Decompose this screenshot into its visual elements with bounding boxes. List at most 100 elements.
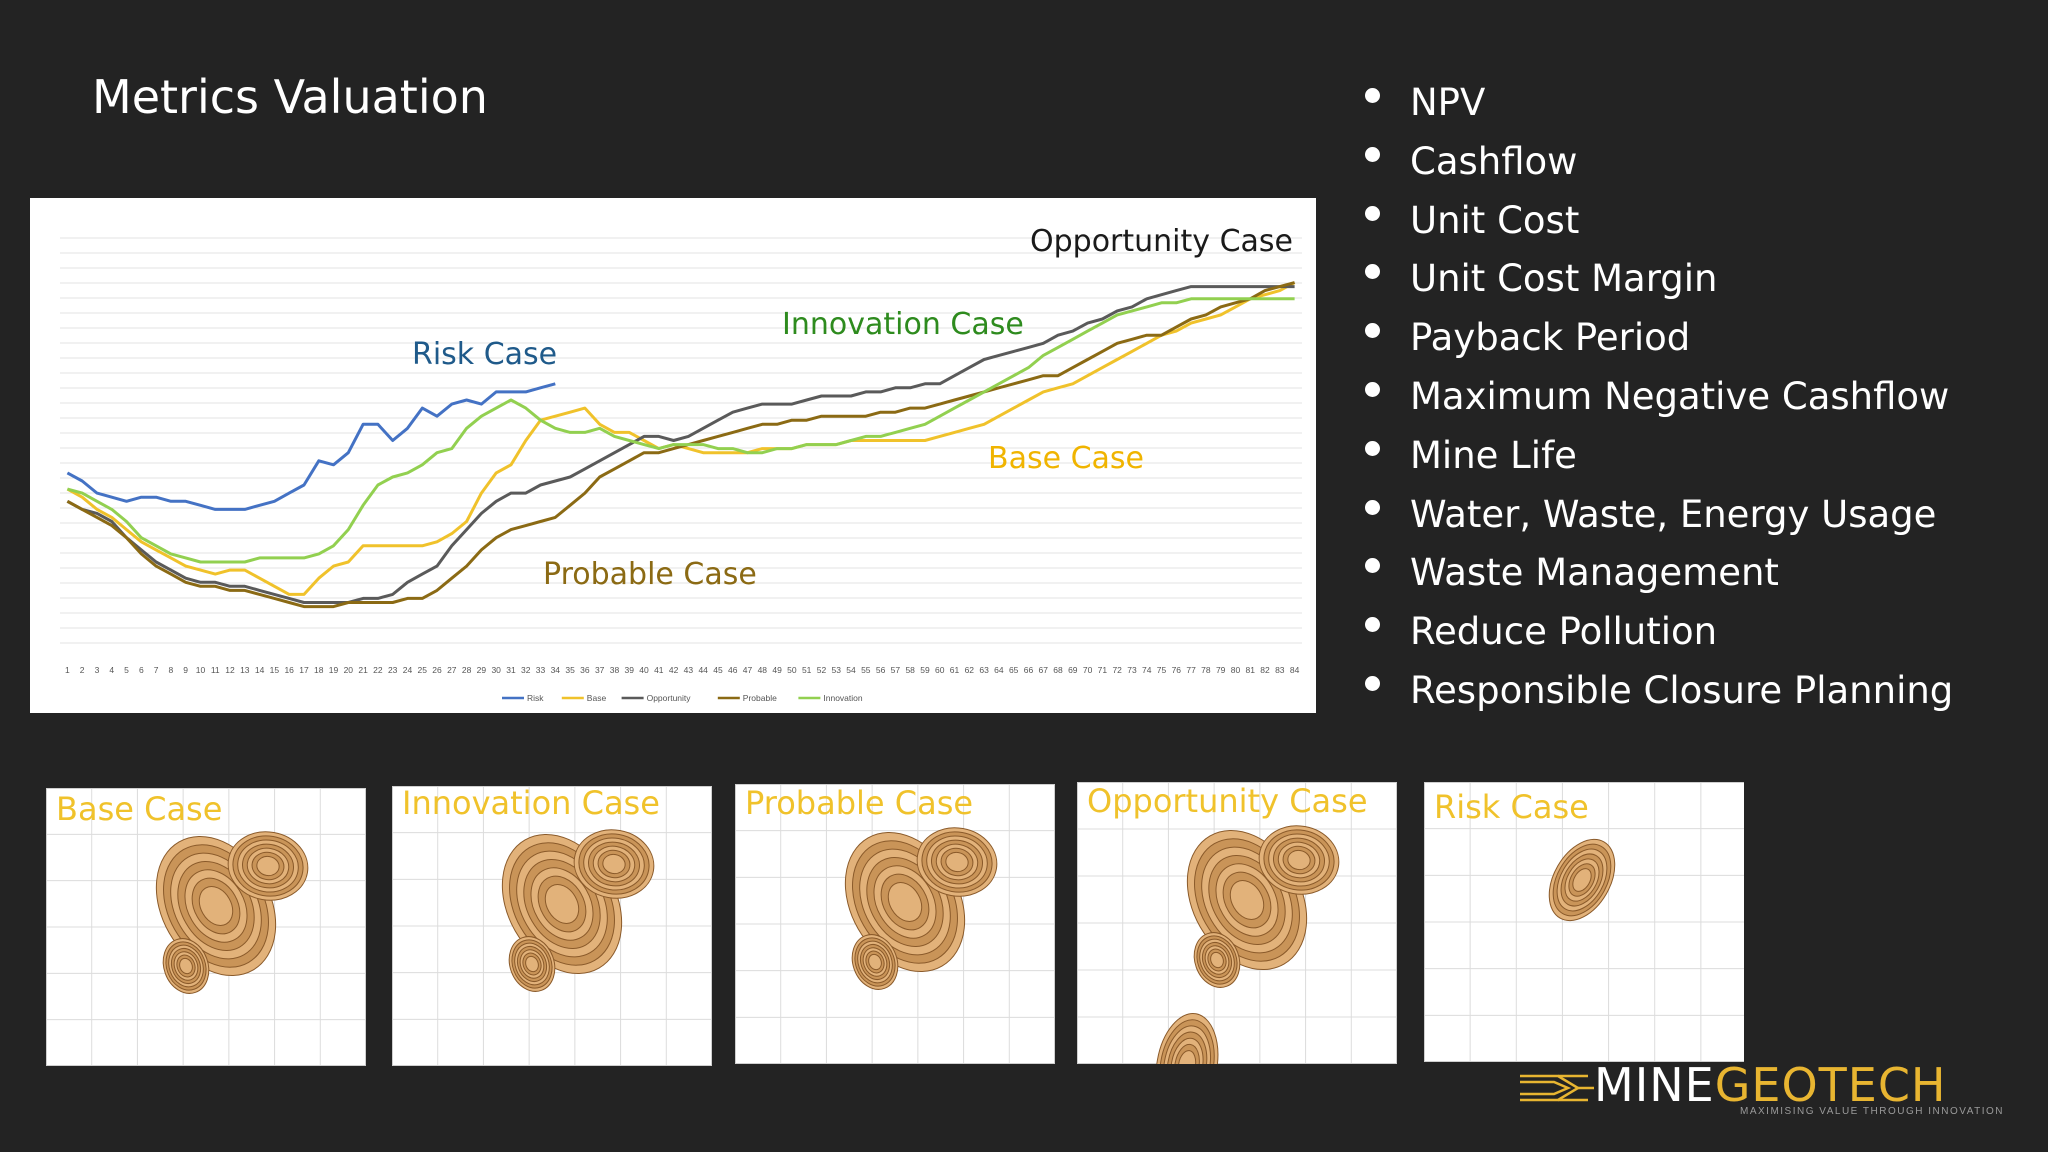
- pit-bench: [256, 855, 280, 877]
- x-tick-label: 40: [639, 665, 649, 675]
- thumb-label: Base Case: [56, 790, 223, 828]
- x-tick-label: 14: [255, 665, 265, 675]
- x-tick-label: 78: [1201, 665, 1211, 675]
- thumb-frame: [1424, 782, 1744, 1062]
- series-line-risk: [66, 382, 556, 511]
- metric-item: Waste Management: [1360, 544, 1953, 603]
- bullet-dot-icon: [1365, 675, 1380, 691]
- annotation-label: Probable Case: [543, 557, 757, 592]
- chart-panel: 1 2 3 4 5 6 7 8 9 10 11 12 13 14 15 16 17 18 19 20 21 22 23 24 2…: [30, 198, 1316, 713]
- x-tick-label: 46: [728, 665, 738, 675]
- pit-bench: [179, 957, 193, 975]
- page-title: Metrics Valuation: [92, 70, 488, 124]
- pit-bench: [525, 955, 539, 973]
- x-tick-label: 3: [95, 665, 100, 675]
- x-tick-label: 49: [772, 665, 782, 675]
- pit-shell-icon: [844, 827, 998, 990]
- bullet-dot-icon: [1365, 323, 1380, 339]
- x-tick-label: 10: [196, 665, 206, 675]
- thumb-risk-case: Risk Case: [1424, 782, 1744, 1062]
- pit-bench: [1572, 868, 1592, 892]
- x-tick-label: 23: [388, 665, 398, 675]
- company-logo: MINEGEOTECH MAXIMISING VALUE THROUGH INN…: [1518, 1058, 2008, 1124]
- x-tick-label: 66: [1024, 665, 1034, 675]
- x-tick-label: 65: [1009, 665, 1019, 675]
- pit-shell-icon: [501, 829, 655, 992]
- x-tick-label: 37: [595, 665, 605, 675]
- thumb-opportunity-case: Opportunity Case: [1077, 782, 1397, 1064]
- metric-label: Unit Cost: [1410, 198, 1580, 242]
- pit-bench: [544, 884, 580, 924]
- metric-item: Payback Period: [1360, 309, 1953, 368]
- metric-item: Maximum Negative Cashflow: [1360, 368, 1953, 427]
- x-tick-label: 34: [551, 665, 561, 675]
- logo-part-geotech: GEOTECH: [1714, 1058, 1947, 1112]
- x-tick-label: 50: [787, 665, 797, 675]
- thumb-label: Risk Case: [1434, 788, 1589, 826]
- pit-bench: [1177, 1050, 1197, 1064]
- metric-label: Responsible Closure Planning: [1410, 668, 1954, 712]
- x-tick-label: 72: [1112, 665, 1122, 675]
- bullet-dot-icon: [1365, 88, 1380, 103]
- x-tick-label: 67: [1039, 665, 1049, 675]
- bullet-dot-icon: [1365, 499, 1380, 515]
- thumb-frame: [735, 784, 1055, 1064]
- annotation-label: Innovation Case: [782, 307, 1024, 342]
- x-tick-label: 30: [491, 665, 501, 675]
- x-tick-label: 70: [1083, 665, 1093, 675]
- logo-tagline: MAXIMISING VALUE THROUGH INNOVATION: [1740, 1106, 2005, 1117]
- x-tick-label: 27: [447, 665, 457, 675]
- line-chart: 1 2 3 4 5 6 7 8 9 10 11 12 13 14 15 16 17 18 19 20 21 22 23 24 2…: [60, 224, 1302, 703]
- metric-label: Maximum Negative Cashflow: [1410, 374, 1950, 418]
- gridlines: [60, 237, 1302, 644]
- x-tick-label: 8: [169, 665, 174, 675]
- x-tick-label: 77: [1186, 665, 1196, 675]
- bullet-dot-icon: [1365, 146, 1380, 162]
- legend-label-base: Base: [587, 693, 607, 703]
- x-tick-label: 56: [876, 665, 886, 675]
- pit-shell-icon: [155, 831, 309, 994]
- x-tick-label: 29: [477, 665, 487, 675]
- x-tick-label: 39: [625, 665, 635, 675]
- x-tick-label: 79: [1216, 665, 1226, 675]
- pit-shell-icon: [1155, 825, 1340, 1064]
- metric-label: Waste Management: [1410, 551, 1779, 595]
- pit-bench: [887, 882, 923, 922]
- x-tick-label: 16: [284, 665, 294, 675]
- x-tick-label: 69: [1068, 665, 1078, 675]
- x-tick-label: 51: [802, 665, 812, 675]
- x-tick-label: 31: [506, 665, 516, 675]
- x-tick-label: 22: [373, 665, 383, 675]
- x-tick-label: 36: [580, 665, 590, 675]
- x-tick-label: 4: [109, 665, 114, 675]
- x-tick-label: 19: [329, 665, 339, 675]
- metric-label: Unit Cost Margin: [1410, 257, 1718, 301]
- x-tick-label: 47: [743, 665, 753, 675]
- x-tick-label: 80: [1231, 665, 1241, 675]
- series-line-probable: [66, 281, 1295, 609]
- annotation-label: Risk Case: [412, 337, 557, 372]
- x-tick-label: 7: [154, 665, 159, 675]
- series-line-opportunity: [66, 285, 1295, 604]
- thumb-label: Opportunity Case: [1087, 782, 1368, 820]
- x-tick-label: 53: [832, 665, 842, 675]
- thumb-innovation-case: Innovation Case: [392, 786, 712, 1066]
- legend-label-opportunity: Opportunity: [647, 693, 692, 703]
- series-line-innovation: [67, 297, 1295, 564]
- x-tick-label: 81: [1246, 665, 1256, 675]
- x-tick-label: 42: [669, 665, 679, 675]
- metric-label: Water, Waste, Energy Usage: [1410, 492, 1937, 536]
- x-tick-label: 62: [965, 665, 975, 675]
- pit-bench: [1210, 951, 1224, 969]
- pit-bench: [1229, 880, 1265, 920]
- x-tick-label: 58: [905, 665, 915, 675]
- metric-item: NPV: [1360, 74, 1953, 133]
- x-tick-label: 9: [183, 665, 188, 675]
- x-tick-label: 35: [565, 665, 575, 675]
- x-tick-label: 28: [462, 665, 472, 675]
- metric-label: NPV: [1410, 81, 1486, 124]
- metric-label: Mine Life: [1410, 433, 1577, 477]
- bullet-dot-icon: [1365, 558, 1380, 574]
- x-tick-label: 59: [920, 665, 930, 675]
- x-tick-label: 75: [1157, 665, 1167, 675]
